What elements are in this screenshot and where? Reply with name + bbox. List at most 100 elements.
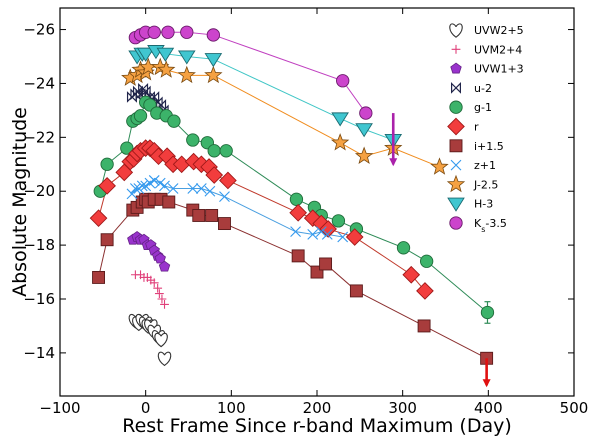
- data-point: [396, 241, 411, 255]
- data-point: [177, 65, 196, 84]
- data-point: [161, 25, 175, 39]
- legend-label: UVW2+5: [474, 24, 524, 37]
- data-point: [416, 282, 434, 300]
- legend-entry: g-1: [449, 100, 492, 114]
- legend-marker: [446, 174, 466, 193]
- data-point: [147, 25, 161, 39]
- y-tick-label: −16: [23, 290, 55, 308]
- data-point: [219, 144, 233, 158]
- data-point: [120, 141, 134, 155]
- data-point: [207, 144, 221, 158]
- y-tick-label: −18: [23, 236, 55, 254]
- legend-marker: [451, 44, 461, 54]
- y-tick-label: −24: [23, 74, 55, 92]
- x-tick-label: 400: [474, 399, 503, 417]
- data-point: [157, 60, 176, 78]
- legend-label: g-1: [474, 101, 492, 114]
- data-point: [195, 183, 207, 194]
- series-7: [126, 175, 349, 243]
- data-point: [319, 257, 333, 271]
- legend-entry: i+1.5: [449, 139, 504, 153]
- legend-label: u-2: [474, 82, 492, 95]
- data-point: [136, 47, 155, 62]
- series-2: [127, 231, 171, 272]
- data-point: [336, 74, 350, 88]
- legend-label: z+1: [474, 159, 496, 172]
- data-point: [136, 180, 148, 192]
- data-point: [133, 109, 148, 123]
- y-tick-label: −22: [23, 128, 55, 146]
- x-tick-label: 200: [303, 399, 332, 417]
- data-point: [154, 332, 168, 348]
- data-point: [186, 133, 200, 147]
- data-point: [156, 47, 175, 62]
- y-tick-label: −26: [23, 21, 55, 39]
- legend-entry: r: [447, 117, 479, 136]
- data-point: [307, 228, 319, 240]
- data-point: [319, 220, 337, 238]
- data-point: [204, 53, 223, 68]
- data-point: [92, 270, 106, 284]
- legend-label: r: [474, 121, 479, 134]
- legend-marker: [447, 117, 465, 136]
- data-point: [420, 254, 434, 268]
- data-point: [159, 180, 170, 192]
- x-tick-label: 500: [560, 399, 589, 417]
- legend-entry: J-2.5: [446, 174, 498, 193]
- series-4: [93, 95, 495, 320]
- series-6: [92, 192, 494, 365]
- data-point: [149, 278, 159, 288]
- legend-label: UVW1+3: [474, 63, 524, 76]
- data-point: [290, 226, 301, 238]
- legend-entry: UVW2+5: [449, 23, 524, 38]
- upper-limit-head: [482, 379, 491, 388]
- series-line: [98, 147, 426, 292]
- data-point: [345, 228, 364, 246]
- data-point: [331, 214, 346, 228]
- data-point: [218, 217, 231, 231]
- data-point: [289, 192, 304, 206]
- data-point: [219, 171, 237, 190]
- legend-entry: Ks-3.5: [449, 216, 507, 234]
- data-point: [157, 294, 167, 304]
- data-point: [204, 65, 223, 84]
- data-point: [204, 185, 216, 197]
- series-10: [128, 25, 373, 120]
- data-point: [180, 25, 194, 39]
- legend-marker: [449, 100, 463, 114]
- legend-marker: [449, 139, 463, 153]
- data-point: [158, 260, 171, 272]
- data-point: [417, 319, 431, 333]
- data-point: [480, 305, 495, 320]
- data-point: [177, 50, 196, 65]
- y-tick-label: −20: [23, 182, 55, 200]
- x-tick-label: 100: [217, 399, 246, 417]
- legend-label: UVM2+4: [474, 43, 522, 56]
- data-point: [192, 209, 206, 222]
- x-tick-label: 300: [388, 399, 417, 417]
- data-point: [337, 231, 349, 243]
- data-point: [349, 284, 363, 298]
- data-point: [355, 123, 373, 138]
- legend-label: Ks-3.5: [474, 217, 507, 234]
- legend: UVW2+5 UVM2+4 UVW1+3 u-2 g-1 r i+1.5 z+1 J-2.5 H-…: [446, 23, 524, 234]
- legend-label: i+1.5: [474, 140, 504, 153]
- series-1: [130, 270, 169, 309]
- data-point: [100, 233, 114, 247]
- data-point: [354, 146, 374, 164]
- y-axis-label: Absolute Magnitude: [9, 107, 31, 297]
- data-point: [167, 114, 181, 128]
- x-tick-label: 0: [141, 399, 151, 417]
- legend-label: H-3: [474, 198, 493, 211]
- data-point: [206, 28, 220, 42]
- x-tick-label: −100: [39, 399, 80, 417]
- data-point: [126, 188, 138, 200]
- data-point: [154, 289, 164, 299]
- series-line: [99, 101, 488, 313]
- data-point: [162, 195, 176, 209]
- data-point: [157, 351, 172, 367]
- upper-limit-head: [389, 158, 398, 167]
- legend-entry: UVW1+3: [450, 63, 524, 76]
- data-point: [140, 85, 151, 98]
